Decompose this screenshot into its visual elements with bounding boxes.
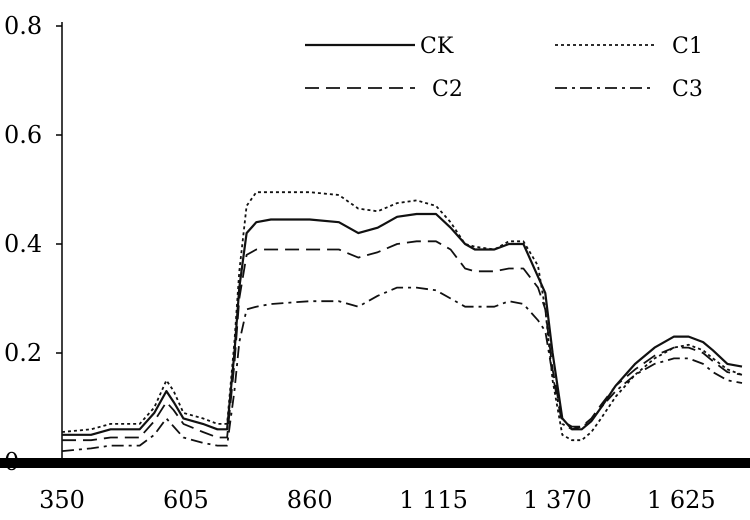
legend-label-c2: C2 xyxy=(432,77,463,102)
x-tick-label: 1 625 xyxy=(647,486,716,514)
y-tick-label: 0.2 xyxy=(4,339,42,367)
y-tick-label: 0.4 xyxy=(4,230,42,258)
legend: CK C1 C2 C3 xyxy=(305,34,703,102)
x-tick-label: 605 xyxy=(163,486,209,514)
series-lines xyxy=(61,191,743,452)
series-line-ck xyxy=(62,212,743,436)
x-axis: 350 605 860 1 115 1 370 1 625 xyxy=(0,458,750,514)
series-line-c1 xyxy=(61,191,743,442)
x-axis-line xyxy=(0,458,750,468)
series-line-c2 xyxy=(62,240,743,442)
series-line-c3 xyxy=(61,286,743,452)
legend-label-c1: C1 xyxy=(672,34,703,59)
y-tick-label: 0.8 xyxy=(4,12,42,40)
x-tick-label: 350 xyxy=(39,486,85,514)
legend-label-ck: CK xyxy=(420,34,454,59)
x-tick-label: 860 xyxy=(287,486,333,514)
x-tick-label: 1 370 xyxy=(523,486,592,514)
y-axis: 00.20.40.60.8 xyxy=(4,12,63,476)
x-tick-label: 1 115 xyxy=(399,486,468,514)
y-tick-label: 0.6 xyxy=(4,121,42,149)
legend-label-c3: C3 xyxy=(672,77,703,102)
